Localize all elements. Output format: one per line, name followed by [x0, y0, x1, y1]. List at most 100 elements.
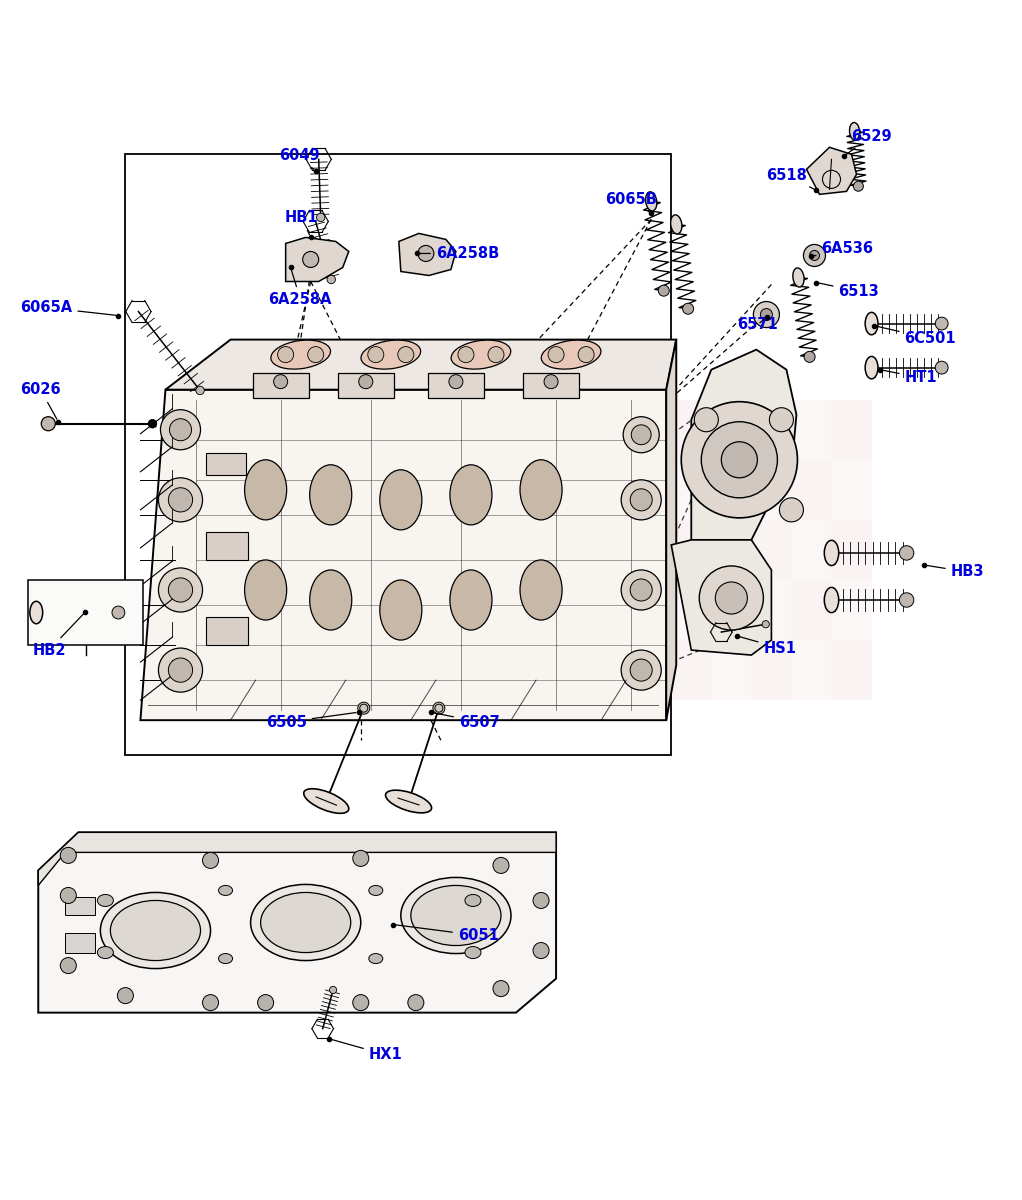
Ellipse shape: [250, 884, 361, 960]
Circle shape: [621, 650, 661, 690]
Ellipse shape: [670, 215, 682, 234]
Circle shape: [493, 858, 509, 874]
Circle shape: [631, 578, 652, 601]
Polygon shape: [666, 340, 677, 720]
Circle shape: [722, 442, 757, 478]
Circle shape: [60, 888, 77, 904]
Circle shape: [360, 704, 368, 712]
Ellipse shape: [520, 460, 562, 520]
Text: 6A258B: 6A258B: [420, 246, 499, 260]
Ellipse shape: [520, 560, 562, 620]
Bar: [751, 580, 791, 640]
Bar: [791, 400, 832, 460]
Bar: [832, 580, 872, 640]
Circle shape: [158, 478, 202, 522]
Circle shape: [548, 347, 564, 362]
Text: HB3: HB3: [926, 564, 984, 580]
Circle shape: [853, 181, 864, 191]
Bar: [832, 400, 872, 460]
Bar: [711, 520, 751, 580]
Circle shape: [169, 658, 192, 683]
Ellipse shape: [793, 268, 804, 287]
Circle shape: [632, 425, 651, 445]
Ellipse shape: [450, 570, 492, 630]
Bar: [751, 520, 791, 580]
Circle shape: [935, 361, 948, 374]
Text: 6A258A: 6A258A: [269, 270, 332, 307]
Text: 6518: 6518: [766, 168, 814, 190]
Ellipse shape: [97, 894, 113, 906]
Text: 6A536: 6A536: [815, 241, 874, 256]
Circle shape: [760, 308, 773, 320]
Bar: [832, 460, 872, 520]
Bar: [632, 640, 671, 700]
Ellipse shape: [369, 954, 383, 964]
Ellipse shape: [825, 540, 839, 565]
Ellipse shape: [866, 356, 878, 379]
Bar: [205, 532, 247, 560]
Circle shape: [899, 546, 914, 560]
Circle shape: [533, 893, 549, 908]
Text: HB1: HB1: [285, 210, 318, 235]
Ellipse shape: [361, 340, 421, 370]
Text: HT1: HT1: [882, 370, 937, 385]
Ellipse shape: [849, 122, 860, 140]
Bar: [791, 520, 832, 580]
Ellipse shape: [97, 947, 113, 959]
Bar: [711, 400, 751, 460]
Circle shape: [487, 347, 504, 362]
Ellipse shape: [219, 954, 233, 964]
Circle shape: [493, 980, 509, 997]
Polygon shape: [38, 833, 556, 886]
Circle shape: [621, 480, 661, 520]
Ellipse shape: [380, 469, 422, 530]
Bar: [791, 640, 832, 700]
Circle shape: [682, 402, 797, 518]
Circle shape: [359, 374, 373, 389]
Ellipse shape: [304, 788, 349, 814]
Bar: [337, 373, 393, 397]
Ellipse shape: [450, 464, 492, 524]
Ellipse shape: [451, 340, 511, 370]
Bar: [671, 520, 711, 580]
Bar: [751, 640, 791, 700]
Circle shape: [317, 214, 325, 222]
Text: 6049: 6049: [279, 148, 319, 169]
Circle shape: [694, 408, 718, 432]
Circle shape: [60, 847, 77, 864]
Bar: [205, 617, 247, 646]
Ellipse shape: [542, 340, 601, 370]
Circle shape: [449, 374, 463, 389]
Text: 6065B: 6065B: [605, 192, 657, 212]
Bar: [711, 640, 751, 700]
Circle shape: [715, 582, 747, 614]
Ellipse shape: [411, 886, 501, 946]
Circle shape: [458, 347, 474, 362]
Circle shape: [623, 416, 659, 452]
Bar: [832, 640, 872, 700]
Bar: [126, 155, 671, 755]
Text: HX1: HX1: [331, 1039, 403, 1062]
Text: 6529: 6529: [846, 128, 892, 155]
Ellipse shape: [825, 587, 839, 613]
Ellipse shape: [401, 877, 511, 954]
Circle shape: [899, 593, 914, 607]
Circle shape: [202, 995, 219, 1010]
Circle shape: [544, 374, 558, 389]
Circle shape: [169, 487, 192, 512]
Circle shape: [202, 852, 219, 869]
Polygon shape: [286, 238, 349, 282]
Ellipse shape: [465, 947, 481, 959]
Ellipse shape: [261, 893, 351, 953]
Circle shape: [418, 246, 434, 262]
Bar: [671, 460, 711, 520]
Bar: [791, 580, 832, 640]
Ellipse shape: [465, 894, 481, 906]
Circle shape: [935, 317, 948, 330]
Circle shape: [329, 986, 336, 994]
Circle shape: [353, 851, 369, 866]
Circle shape: [170, 419, 191, 440]
Circle shape: [683, 304, 694, 314]
Circle shape: [158, 568, 202, 612]
Circle shape: [258, 995, 274, 1010]
